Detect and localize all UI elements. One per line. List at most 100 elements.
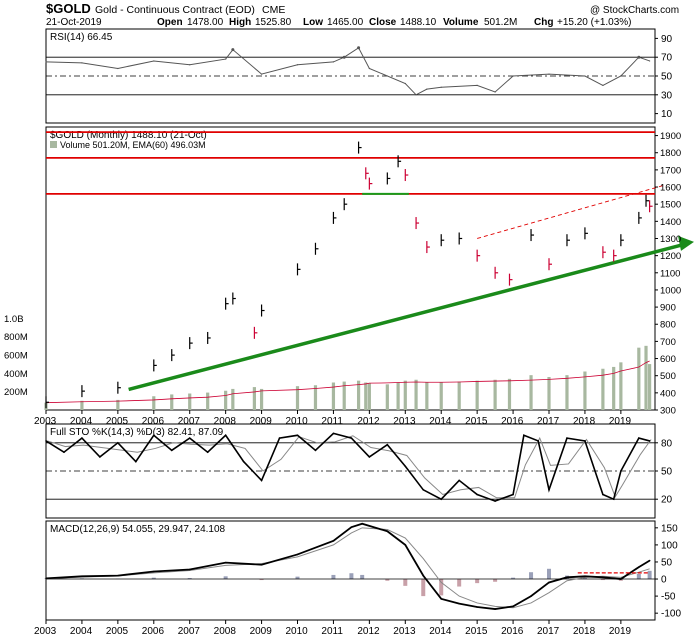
rsi-ytick-label: 30 <box>661 90 673 101</box>
sto-point <box>242 460 245 463</box>
volume-bar <box>252 387 256 410</box>
sto-point <box>476 493 478 496</box>
macd-point <box>458 602 460 605</box>
symbol-title: $GOLD <box>46 1 91 16</box>
macd-point <box>602 576 604 579</box>
sto-point <box>422 489 425 491</box>
volume-bar <box>385 384 389 410</box>
x-tick-label-bottom: 2016 <box>501 626 524 637</box>
price-ytick-label: 1100 <box>660 268 680 279</box>
x-tick-label-bottom: 2015 <box>465 626 488 637</box>
volume-bar <box>295 386 300 410</box>
macd-point <box>584 575 586 578</box>
rsi-ytick-label: 90 <box>661 34 673 45</box>
rsi-legend: RSI(14) 66.45 <box>50 32 113 43</box>
volume-bar <box>396 382 400 410</box>
volume-bar <box>170 394 174 410</box>
macd-histogram-bar <box>385 579 390 581</box>
macd-panel <box>45 520 656 621</box>
x-tick-label-bottom: 2006 <box>142 626 165 637</box>
x-tick-label-bottom: 2018 <box>573 626 596 637</box>
macd-ytick-label: -100 <box>661 609 681 620</box>
volume-legend: Volume 501.20M, EMA(60) 496.03M <box>60 140 206 150</box>
macd-point <box>512 605 514 608</box>
chg-value: +15.20 (+1.03%) <box>557 17 632 28</box>
sto-point <box>548 489 550 491</box>
macd-point <box>350 526 353 528</box>
rsi-point <box>404 82 406 85</box>
macd-histogram-bar <box>187 578 192 580</box>
x-tick-label-bottom: 2009 <box>250 626 273 637</box>
macd-ytick-label: -50 <box>661 592 676 603</box>
sto-point <box>458 479 460 482</box>
macd-histogram-bar <box>151 577 156 580</box>
low-label: Low <box>303 17 323 28</box>
macd-histogram-bar <box>636 573 641 580</box>
volume-tick-label: 800M <box>4 332 28 343</box>
rsi-point <box>45 61 47 63</box>
sto-point <box>404 465 407 468</box>
rsi-point <box>189 64 191 66</box>
volume-bar <box>565 375 569 410</box>
sto-point <box>386 443 389 446</box>
volume-bar <box>493 379 497 410</box>
macd-histogram-bar <box>360 574 365 580</box>
price-ytick-label: 900 <box>660 303 676 314</box>
macd-histogram-bar <box>349 573 354 580</box>
macd-point <box>332 540 335 542</box>
rsi-point <box>225 58 227 60</box>
rsi-legend-bg <box>48 30 138 42</box>
rsi-point <box>440 86 442 88</box>
rsi-point <box>602 84 604 86</box>
date-label: 21-Oct-2019 <box>46 17 102 28</box>
macd-point <box>45 577 47 580</box>
macd-point <box>404 544 407 546</box>
price-ytick-label: 1200 <box>660 251 681 262</box>
sto-point <box>135 460 137 463</box>
price-ytick-label: 500 <box>660 371 676 382</box>
macd-histogram-bar <box>582 578 587 580</box>
sto-point <box>512 493 514 496</box>
volume-bar <box>367 383 371 410</box>
x-tick-label-top: 2005 <box>106 416 129 427</box>
channel-dashed-line <box>477 184 665 239</box>
price-ytick-label: 1600 <box>660 183 681 194</box>
uptrend-line <box>128 243 683 392</box>
x-tick-label-top: 2016 <box>501 416 524 427</box>
open-value: 1478.00 <box>187 17 224 28</box>
x-tick-label-top: 2018 <box>573 416 596 427</box>
macd-point <box>188 568 191 571</box>
volume-tick-label: 400M <box>4 369 28 380</box>
low-value: 1465.00 <box>327 17 364 28</box>
volume-bar <box>331 382 336 410</box>
rsi-series-line <box>45 47 650 96</box>
sto-ytick-label: 50 <box>661 467 673 478</box>
rsi-point <box>260 73 263 75</box>
volume-bar <box>425 382 429 410</box>
macd-point <box>296 553 299 556</box>
rsi-point <box>494 91 496 93</box>
sto-point <box>296 434 299 437</box>
macd-ytick-label: 0 <box>661 575 667 586</box>
rsi-point <box>296 64 299 66</box>
volume-bar <box>259 388 264 410</box>
price-ytick-label: 1000 <box>660 285 681 296</box>
price-ytick-label: 1700 <box>660 165 681 176</box>
rsi-point <box>332 61 335 63</box>
volume-value: 501.2M <box>484 17 517 28</box>
sto-point <box>188 437 191 439</box>
macd-legend: MACD(12,26,9) 54.055, 29.947, 24.108 <box>50 524 226 535</box>
macd-point <box>566 576 568 579</box>
rsi-point <box>426 88 428 90</box>
macd-histogram-bar <box>547 568 552 580</box>
volume-bar <box>529 375 533 410</box>
price-ytick-label: 1300 <box>660 234 681 245</box>
sto-point <box>170 449 173 452</box>
volume-bar <box>547 377 551 410</box>
volume-bar <box>619 362 623 410</box>
x-tick-label-bottom: 2005 <box>106 626 129 637</box>
x-tick-label-bottom: 2019 <box>609 626 632 637</box>
open-label: Open <box>157 17 183 28</box>
sto-point <box>440 498 443 501</box>
volume-bar <box>206 392 210 410</box>
